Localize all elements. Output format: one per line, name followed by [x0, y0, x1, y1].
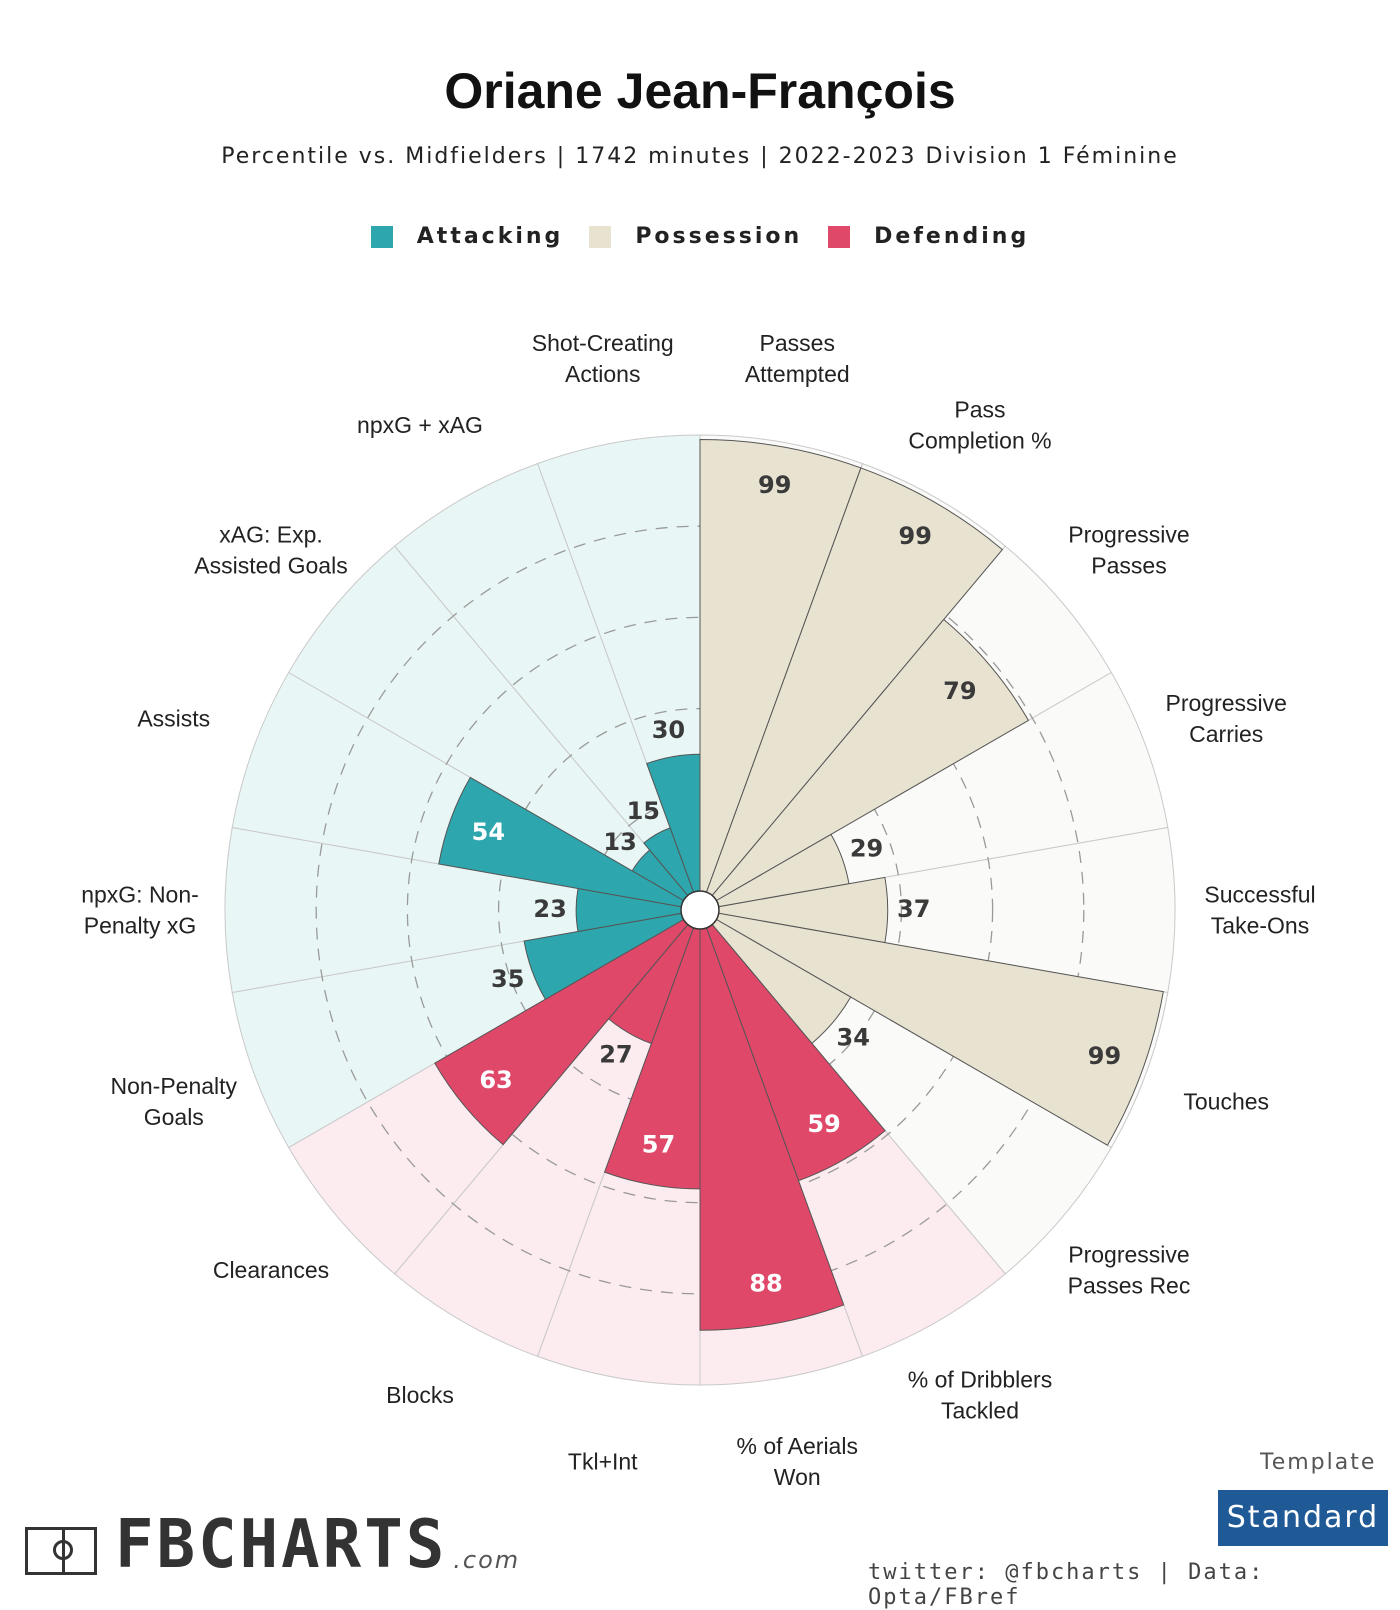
value-label: 15: [627, 797, 660, 825]
value-label: 99: [758, 471, 791, 499]
value-label: 57: [642, 1130, 675, 1158]
template-label: Template: [1260, 1450, 1377, 1475]
category-label: Passes Attempted: [745, 330, 850, 387]
category-label: Progressive Carries: [1166, 690, 1287, 747]
value-label: 29: [850, 834, 883, 862]
category-label: Non-Penalty Goals: [110, 1073, 237, 1130]
category-label: Progressive Passes: [1068, 522, 1189, 579]
value-label: 79: [943, 677, 976, 705]
legend-swatch-defending: [828, 225, 851, 248]
chart-title: Oriane Jean-François: [444, 63, 956, 119]
category-label: npxG: Non-Penalty xG: [81, 882, 199, 939]
legend-label-possession: Possession: [635, 224, 803, 249]
category-label: Shot-Creating Actions: [532, 330, 674, 387]
value-label: 23: [533, 895, 566, 923]
category-label: % of Aerials Won: [737, 1433, 858, 1490]
grid-ring: [406, 616, 994, 1204]
category-label: Tkl+Int: [568, 1448, 638, 1474]
category-label: xAG: Exp. Assisted Goals: [194, 522, 347, 579]
legend-item-possession: Possession: [589, 224, 802, 249]
value-label: 30: [652, 716, 685, 744]
value-label: 27: [599, 1041, 632, 1069]
center-hole: [680, 890, 720, 930]
data-credit: twitter: @fbcharts | Data: Opta/FBref: [868, 1560, 1265, 1610]
category-label: % of Dribblers Tackled: [908, 1366, 1052, 1423]
pitch-icon: [25, 1527, 97, 1575]
category-label: Clearances: [213, 1257, 329, 1283]
value-label: 88: [749, 1270, 782, 1298]
chart-subtitle: Percentile vs. Midfielders | 1742 minute…: [221, 144, 1179, 169]
brand-logo: FBCHARTS .com: [25, 1506, 521, 1584]
legend-label-defending: Defending: [874, 224, 1030, 249]
legend-label-attacking: Attacking: [416, 224, 564, 249]
value-label: 99: [1088, 1042, 1121, 1070]
legend-item-attacking: Attacking: [370, 224, 564, 249]
brand-name: FBCHARTS: [115, 1506, 448, 1584]
value-label: 13: [603, 828, 636, 856]
legend: Attacking Possession Defending: [0, 224, 1400, 249]
legend-swatch-attacking: [370, 225, 393, 248]
value-label: 99: [899, 522, 932, 550]
category-label: Touches: [1183, 1089, 1269, 1115]
category-label: Blocks: [386, 1382, 454, 1408]
category-label: npxG + xAG: [357, 412, 483, 438]
value-label: 59: [807, 1110, 840, 1138]
category-label: Progressive Passes Rec: [1068, 1241, 1191, 1298]
value-label: 63: [479, 1066, 512, 1094]
category-label: Pass Completion %: [908, 397, 1051, 454]
category-label: Assists: [137, 705, 210, 731]
template-badge: Standard: [1218, 1490, 1388, 1546]
value-label: 37: [897, 895, 930, 923]
value-label: 54: [472, 818, 505, 846]
value-label: 35: [491, 965, 524, 993]
value-label: 34: [837, 1024, 870, 1052]
legend-item-defending: Defending: [828, 224, 1029, 249]
brand-suffix: .com: [453, 1546, 521, 1574]
category-label: Successful Take-Ons: [1204, 882, 1315, 939]
legend-swatch-possession: [589, 225, 612, 248]
